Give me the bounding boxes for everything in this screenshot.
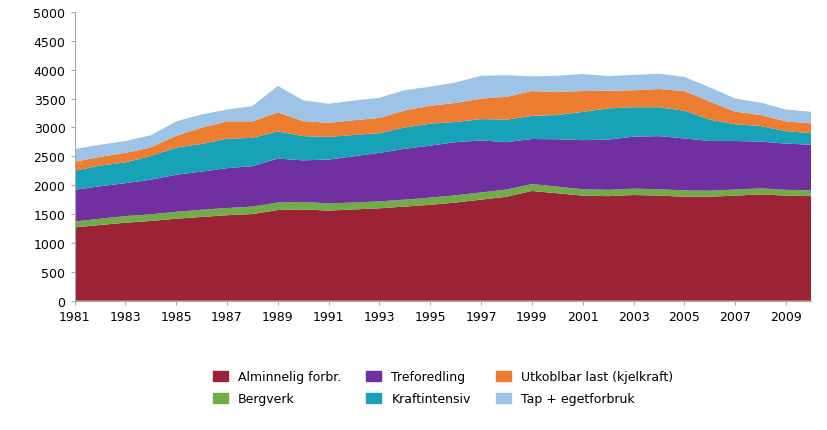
Legend: Alminnelig forbr., Bergverk, Treforedling, Kraftintensiv, Utkoblbar last (kjelkr: Alminnelig forbr., Bergverk, Treforedlin… <box>213 371 672 405</box>
